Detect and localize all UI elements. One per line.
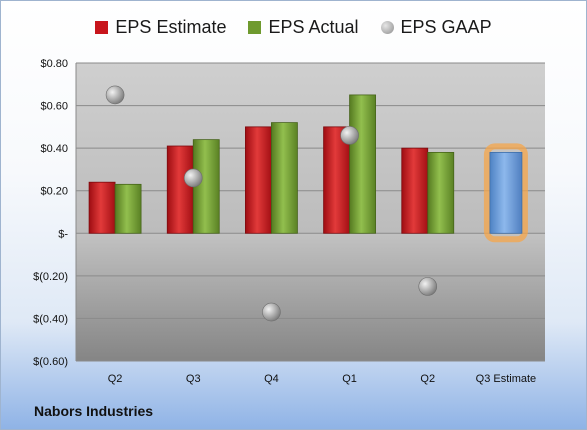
bar-eps-estimate <box>401 147 429 234</box>
bar-eps-estimate <box>245 126 272 234</box>
company-name: Nabors Industries <box>34 403 154 419</box>
y-tick-label: $0.40 <box>40 143 68 155</box>
point-eps-gaap <box>262 302 281 322</box>
y-tick-label: $0.80 <box>40 58 68 70</box>
legend-label-eps-estimate: EPS Estimate <box>115 17 227 37</box>
y-tick-label: $(0.40) <box>33 313 68 325</box>
point-eps-gaap <box>105 85 125 105</box>
legend-item-eps-estimate: EPS Estimate <box>95 17 226 38</box>
legend-item-eps-gaap: EPS GAAP <box>380 17 492 38</box>
legend: EPS Estimate EPS Actual EPS GAAP <box>1 17 586 38</box>
legend-item-eps-actual: EPS Actual <box>248 17 359 38</box>
x-tick-label: Q3 <box>186 373 201 385</box>
point-eps-gaap <box>183 168 203 188</box>
bar-eps-estimate <box>166 145 194 234</box>
bar-eps-estimate <box>88 181 116 234</box>
x-tick-label: Q3 Estimate <box>476 373 537 385</box>
bar-eps-actual <box>427 151 455 234</box>
y-tick-label: $0.20 <box>40 186 68 198</box>
legend-swatch-eps-gaap <box>380 21 394 34</box>
bar-eps-forecast <box>489 151 523 234</box>
y-tick-label: $0.60 <box>40 101 68 113</box>
y-tick-label: $(0.60) <box>33 356 68 368</box>
x-tick-label: Q1 <box>342 373 357 385</box>
y-tick-label: $(0.20) <box>33 271 68 283</box>
bar-eps-estimate <box>323 126 350 234</box>
bar-eps-actual <box>114 183 142 234</box>
legend-label-eps-gaap: EPS GAAP <box>400 17 492 37</box>
legend-swatch-eps-estimate <box>95 21 109 34</box>
bar-eps-actual <box>271 122 298 234</box>
x-tick-label: Q4 <box>264 373 279 385</box>
x-tick-label: Q2 <box>420 373 435 385</box>
bar-eps-actual <box>349 94 376 234</box>
bar-eps-actual <box>192 139 220 234</box>
legend-swatch-eps-actual <box>248 21 262 34</box>
plot-area-negative <box>76 233 545 361</box>
forecast-highlight <box>483 143 528 243</box>
x-tick-label: Q2 <box>108 373 123 385</box>
point-eps-gaap <box>418 277 438 296</box>
point-eps-gaap <box>340 126 359 145</box>
y-tick-label: $- <box>58 228 68 240</box>
legend-label-eps-actual: EPS Actual <box>268 17 359 37</box>
